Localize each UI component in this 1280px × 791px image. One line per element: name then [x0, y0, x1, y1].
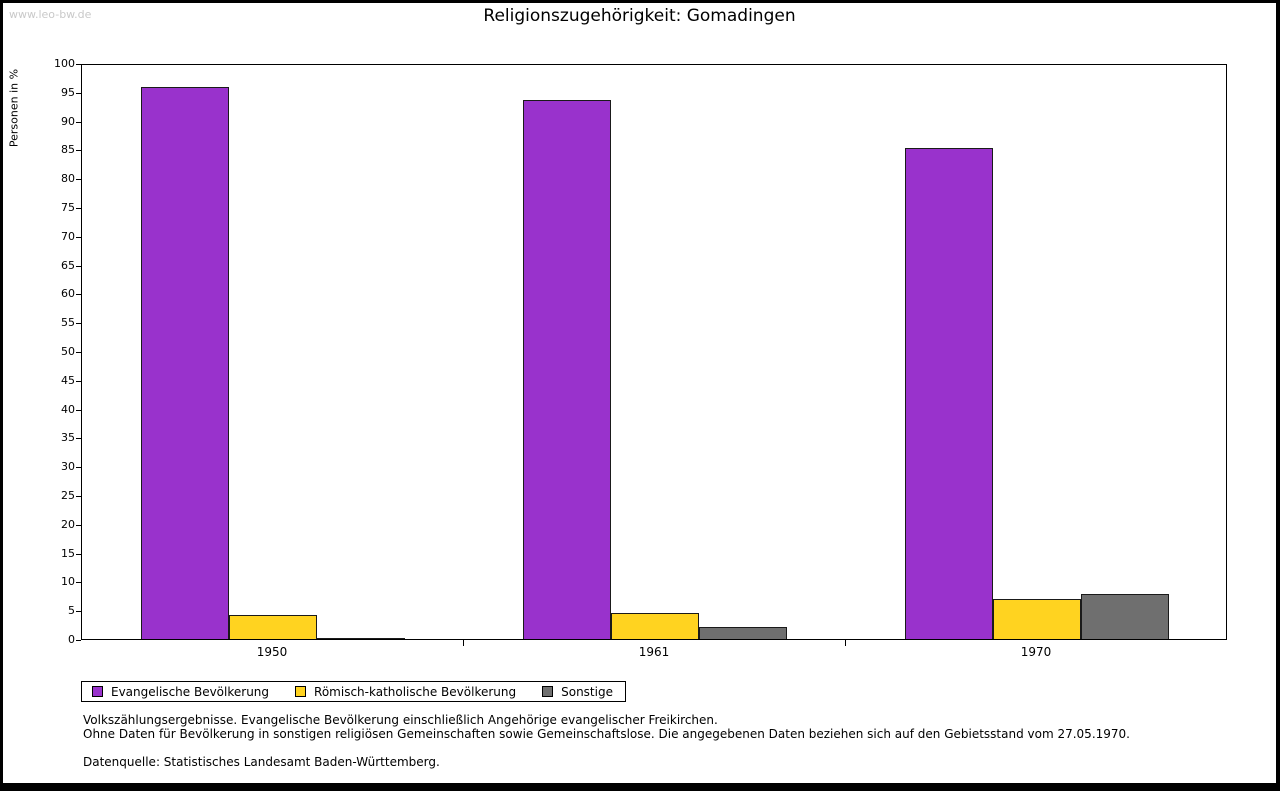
bar-rmisch-katholische-1950 [229, 614, 317, 639]
footer-notes: Volkszählungsergebnisse. Evangelische Be… [83, 713, 1256, 769]
y-tick-label: 60 [61, 287, 75, 301]
legend-item: Sonstige [542, 685, 613, 699]
x-tick-label: 1970 [1020, 645, 1052, 659]
y-tick-label: 5 [68, 604, 75, 618]
legend-swatch [295, 686, 307, 697]
bar-evangelische-1961 [523, 99, 611, 639]
legend-item: Evangelische Bevölkerung [92, 685, 269, 699]
bar-rmisch-katholische-1961 [611, 613, 699, 639]
legend-swatch [92, 686, 103, 697]
legend-label: Sonstige [561, 684, 613, 699]
y-tick-label: 95 [61, 85, 75, 99]
y-tick-mark [76, 640, 81, 641]
y-tick-label: 30 [61, 460, 75, 474]
y-tick-label: 40 [61, 402, 75, 416]
legend-item: Römisch-katholische Bevölkerung [295, 685, 516, 699]
y-tick-label: 70 [61, 229, 75, 243]
y-tick-label: 55 [61, 316, 75, 330]
bar-evangelische-1970 [905, 148, 993, 639]
y-tick-label: 100 [54, 57, 75, 70]
footer-line-2: Ohne Daten für Bevölkerung in sonstigen … [83, 727, 1130, 741]
y-tick-label: 10 [61, 575, 75, 589]
y-tick-label: 65 [61, 258, 75, 272]
y-tick-label: 50 [61, 345, 75, 358]
bar-sonstige-1950 [317, 638, 405, 639]
y-axis-label: Personen in % [7, 68, 21, 148]
y-tick-label: 0 [68, 633, 75, 646]
x-tick-label: 1950 [256, 645, 288, 659]
footer-source: Datenquelle: Statistisches Landesamt Bad… [83, 755, 440, 769]
y-tick-label: 45 [61, 373, 75, 387]
legend-label: Römisch-katholische Bevölkerung [314, 684, 517, 699]
bar-sonstige-1970 [1081, 594, 1169, 639]
plot-area [81, 64, 1227, 640]
y-tick-label: 90 [61, 114, 75, 128]
bar-sonstige-1961 [699, 626, 787, 639]
legend: Evangelische Bevölkerung Römisch-katholis… [81, 681, 626, 702]
y-tick-label: 75 [61, 201, 75, 214]
y-tick-label: 35 [61, 431, 75, 445]
legend-swatch [542, 686, 554, 697]
bar-evangelische-1950 [141, 86, 229, 639]
watermark: www.leo-bw.de [9, 8, 92, 21]
x-tick-mark [845, 640, 846, 646]
bar-rmisch-katholische-1970 [993, 598, 1081, 639]
x-tick-mark [463, 640, 464, 646]
x-tick-label: 1961 [638, 645, 670, 659]
legend-label: Evangelische Bevölkerung [111, 684, 270, 699]
y-tick-label: 80 [61, 172, 75, 186]
bars-layer [82, 65, 1226, 639]
y-tick-label: 25 [61, 489, 75, 502]
footer-line-1: Volkszählungsergebnisse. Evangelische Be… [83, 713, 718, 727]
y-tick-label: 20 [61, 517, 75, 531]
y-tick-label: 15 [61, 546, 75, 560]
y-tick-label: 85 [61, 143, 75, 157]
chart-title: Religionszugehörigkeit: Gomadingen [483, 6, 796, 26]
